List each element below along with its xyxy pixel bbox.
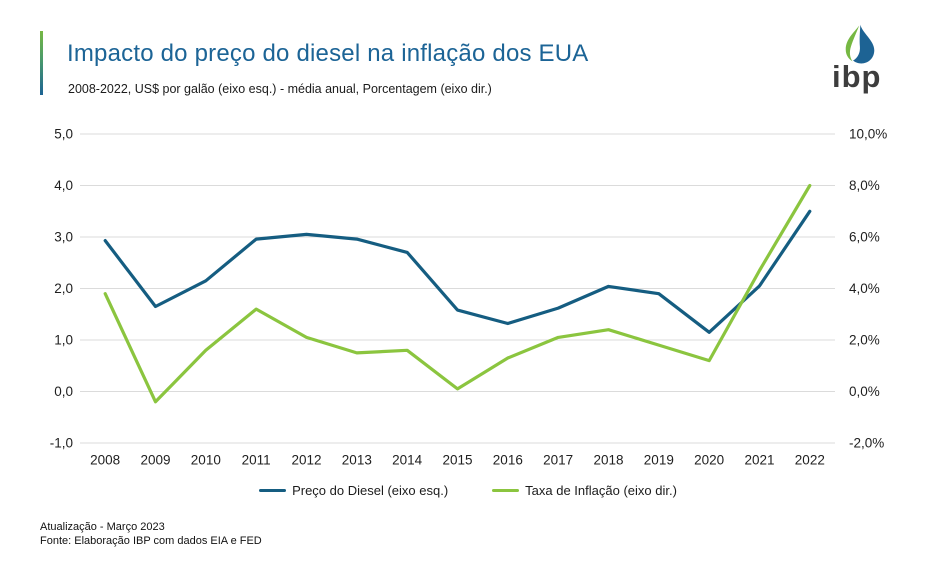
inflation-rate-line: [103, 183, 812, 404]
footer: Atualização - Março 2023 Fonte: Elaboraç…: [40, 520, 262, 548]
page-title: Impacto do preço do diesel na inflação d…: [67, 40, 589, 67]
legend-item-inflation: Taxa de Inflação (eixo dir.): [492, 483, 677, 498]
y-axis-label-right: 6,0%: [849, 230, 880, 245]
y-axis-label-right: 4,0%: [849, 281, 880, 296]
x-axis-label: 2018: [593, 453, 623, 468]
inflation-line-swatch: [492, 488, 520, 493]
diesel-price-line: [103, 209, 812, 334]
y-axis-label-left: 5,0: [54, 127, 73, 142]
y-axis-label-left: 4,0: [54, 178, 73, 193]
chart-legend: Preço do Diesel (eixo esq.) Taxa de Infl…: [0, 483, 936, 498]
y-axis-label-left: -1,0: [50, 436, 73, 451]
x-axis-label: 2014: [392, 453, 423, 468]
y-axis-label-left: 3,0: [54, 230, 73, 245]
legend-label-diesel: Preço do Diesel (eixo esq.): [292, 483, 449, 498]
title-accent-bar: [40, 31, 43, 95]
chart-subtitle: 2008-2022, US$ por galão (eixo esq.) - m…: [68, 82, 492, 96]
x-axis-label: 2021: [744, 453, 774, 468]
ibp-logo: ibp: [832, 24, 910, 94]
y-axis-label-left: 2,0: [54, 281, 73, 296]
y-axis-label-right: 8,0%: [849, 178, 880, 193]
y-axis-label-left: 0,0: [54, 384, 73, 399]
x-axis-label: 2009: [140, 453, 170, 468]
update-note: Atualização - Março 2023: [40, 521, 165, 533]
y-axis-label-right: 0,0%: [849, 384, 880, 399]
x-axis-label: 2012: [291, 453, 321, 468]
x-axis-label: 2010: [191, 453, 221, 468]
logo-text: ibp: [832, 59, 882, 94]
y-axis-label-right: -2,0%: [849, 436, 884, 451]
y-axis-label-right: 2,0%: [849, 333, 880, 348]
x-axis-label: 2017: [543, 453, 573, 468]
x-axis-label: 2015: [442, 453, 472, 468]
droplet-icon: [845, 24, 875, 64]
diesel-line-swatch: [259, 488, 287, 493]
x-axis-label: 2022: [795, 453, 825, 468]
x-axis-label: 2011: [242, 453, 271, 468]
y-axis-label-right: 10,0%: [849, 127, 887, 142]
legend-item-diesel: Preço do Diesel (eixo esq.): [259, 483, 448, 498]
y-axis-label-left: 1,0: [54, 333, 73, 348]
x-axis-label: 2013: [342, 453, 372, 468]
legend-label-inflation: Taxa de Inflação (eixo dir.): [525, 483, 677, 498]
x-axis-label: 2020: [694, 453, 724, 468]
line-chart: 5,0 10,0% 4,0 8,0% 3,0 6,0% 2,0 4,0% 1,0 2,0% 0,0 0…: [50, 127, 888, 468]
source-note: Fonte: Elaboração IBP com dados EIA e FE…: [40, 535, 262, 547]
x-axis-label: 2019: [644, 453, 674, 468]
x-axis-label: 2008: [90, 453, 120, 468]
x-axis-label: 2016: [493, 453, 523, 468]
